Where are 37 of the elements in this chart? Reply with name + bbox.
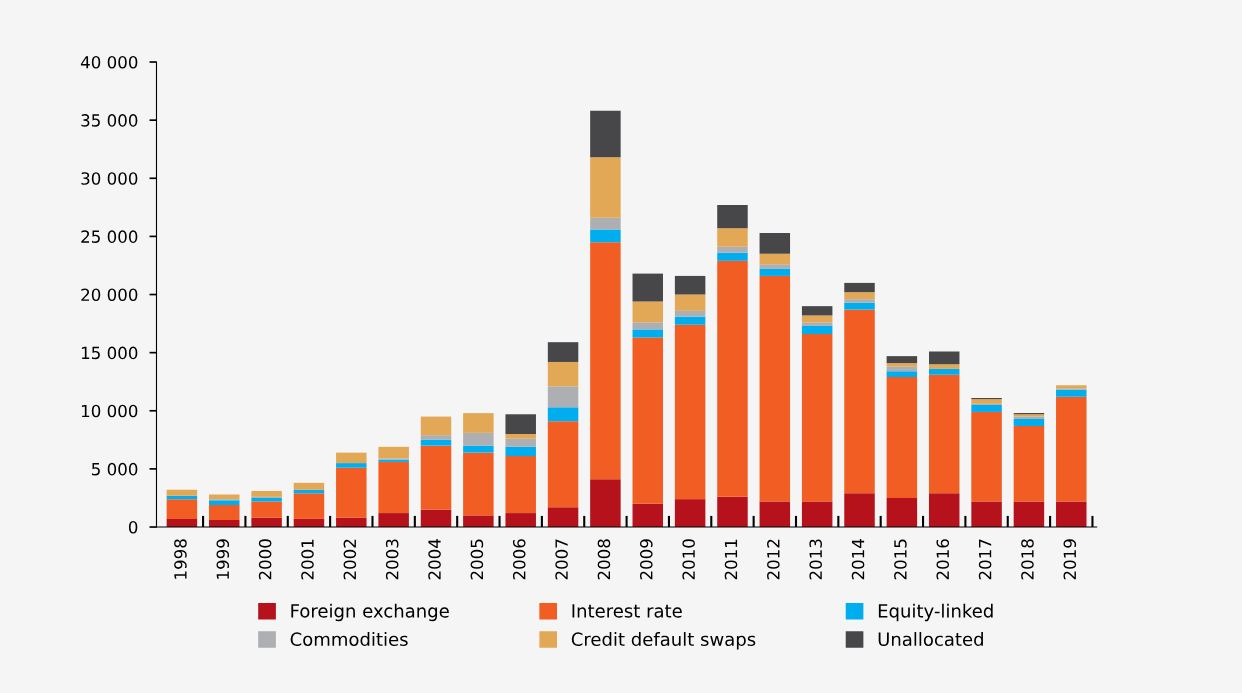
y-tick-label: 20 000 [81, 288, 138, 302]
x-tick-label: 2016 [936, 539, 950, 580]
y-tick-label: 35 000 [81, 114, 138, 127]
x-tick-label: 2011 [724, 539, 738, 580]
x-tick-label: 2000 [258, 539, 272, 580]
legend-label: Interest rate [572, 604, 682, 618]
x-tick-label: 2012 [767, 539, 780, 580]
x-tick-label: 2002 [343, 539, 357, 580]
x-tick-label: 1998 [174, 539, 187, 579]
x-tick-label: 2008 [597, 539, 611, 580]
y-tick-label: 25 000 [81, 230, 138, 243]
legend-label: Equity-linked [878, 603, 993, 622]
x-tick-label: 2007 [555, 539, 568, 580]
x-tick-label: 2014 [851, 539, 865, 580]
legend-label: Unallocated [878, 632, 983, 647]
x-tick-label: 2010 [682, 539, 695, 580]
y-tick-label: 40 000 [80, 55, 138, 69]
x-tick-label: 2001 [301, 539, 314, 580]
x-tick-label: 2017 [978, 539, 992, 580]
x-tick-label: 1999 [216, 539, 230, 579]
y-tick-label: 10 000 [81, 404, 138, 418]
x-tick-label: 2004 [428, 539, 441, 580]
x-tick-label: 2015 [894, 539, 907, 580]
y-tick-label: 15 000 [81, 346, 138, 360]
x-tick-label: 2003 [385, 539, 399, 580]
x-tick-label: 2009 [639, 539, 653, 580]
x-tick-label: 2018 [1021, 539, 1034, 580]
legend-label: Foreign exchange [291, 603, 449, 622]
legend-label: Credit default swaps [571, 632, 756, 650]
y-tick-label: 0 [128, 520, 138, 534]
y-tick-label: 5 000 [92, 462, 138, 476]
x-tick-label: 2006 [512, 539, 526, 580]
y-tick-label: 30 000 [81, 172, 138, 185]
x-tick-label: 2019 [1063, 539, 1077, 580]
x-tick-label: 2005 [470, 539, 484, 580]
x-tick-label: 2013 [809, 539, 822, 580]
legend-label: Commodities [290, 632, 408, 647]
